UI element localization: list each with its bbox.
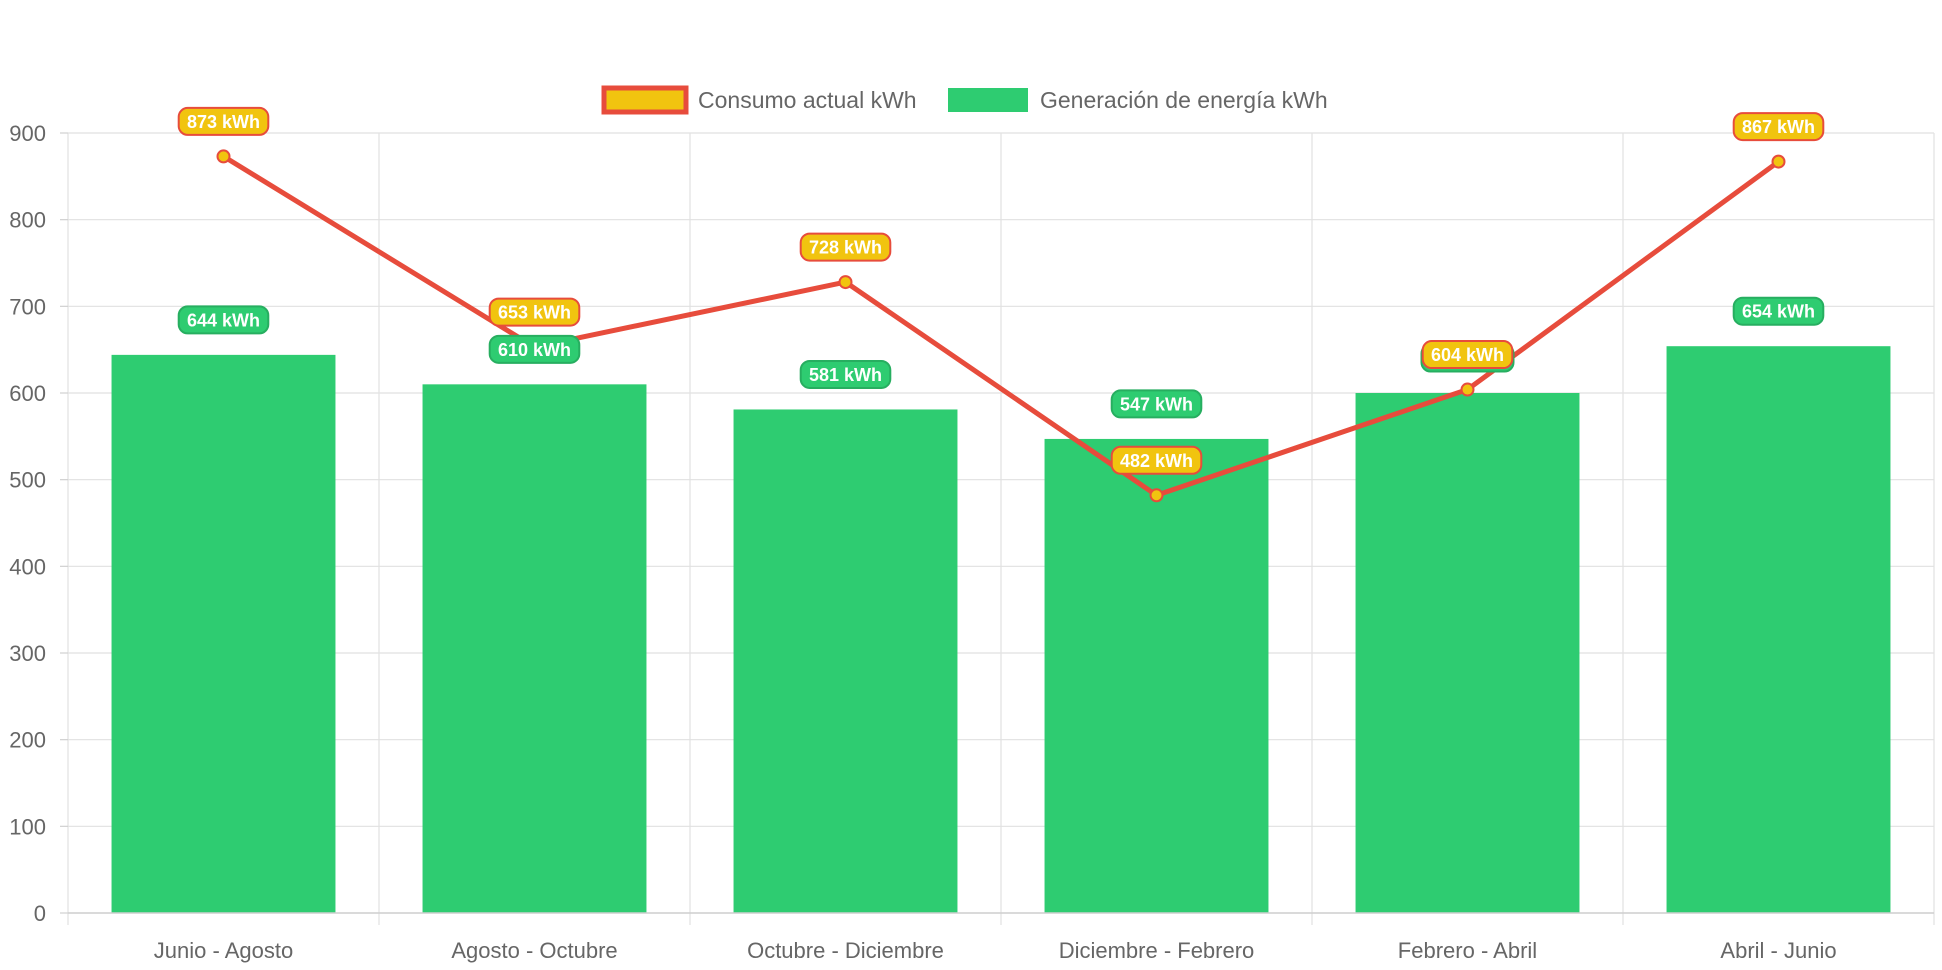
x-tick-label: Febrero - Abril bbox=[1398, 938, 1537, 963]
bar-generation bbox=[733, 409, 958, 913]
data-label-text: 604 kWh bbox=[1431, 345, 1504, 365]
data-label-box bbox=[488, 334, 581, 364]
y-tick-label: 400 bbox=[9, 554, 46, 579]
legend-swatch-generation bbox=[948, 88, 1028, 112]
data-label-text: 644 kWh bbox=[187, 310, 260, 330]
data-label-consumption: 867 kWh bbox=[1732, 112, 1825, 142]
bar-generation bbox=[1666, 346, 1891, 913]
y-tick-label: 200 bbox=[9, 728, 46, 753]
data-label-text: 482 kWh bbox=[1120, 451, 1193, 471]
consumption-point bbox=[1460, 382, 1475, 397]
data-label-text: 867 kWh bbox=[1742, 117, 1815, 137]
consumption-point bbox=[1149, 488, 1164, 503]
data-label-text: 581 kWh bbox=[809, 365, 882, 385]
legend: Consumo actual kWh Generación de energía … bbox=[601, 85, 1328, 115]
data-label-box bbox=[1110, 445, 1203, 475]
bar-generation bbox=[1044, 438, 1269, 913]
data-label-text: 547 kWh bbox=[1120, 394, 1193, 414]
legend-swatch-consumption bbox=[601, 85, 689, 115]
y-tick-label: 800 bbox=[9, 208, 46, 233]
y-tick-label: 0 bbox=[34, 901, 46, 926]
consumption-point bbox=[1771, 154, 1786, 169]
y-tick-label: 700 bbox=[9, 294, 46, 319]
y-tick-label: 900 bbox=[9, 121, 46, 146]
data-label-text: 873 kWh bbox=[187, 112, 260, 132]
data-label-box bbox=[799, 359, 892, 389]
data-label-box bbox=[488, 297, 581, 327]
data-label-text: 610 kWh bbox=[498, 340, 571, 360]
y-tick-label: 100 bbox=[9, 814, 46, 839]
x-tick-label: Octubre - Diciembre bbox=[747, 938, 944, 963]
data-label-text: 654 kWh bbox=[1742, 302, 1815, 322]
data-labels: 644 kWh 610 kWh 581 kWh 547 kWh 654 kWh 873 k… bbox=[177, 106, 1825, 475]
data-label-generation: 644 kWh bbox=[177, 305, 270, 335]
x-tick-label: Agosto - Octubre bbox=[451, 938, 617, 963]
data-label-box bbox=[1421, 340, 1514, 370]
data-label-generation: 610 kWh bbox=[488, 334, 581, 364]
data-label-box bbox=[1732, 112, 1825, 142]
bar-generation bbox=[422, 384, 647, 913]
data-label-text: 653 kWh bbox=[498, 303, 571, 323]
data-label-box bbox=[177, 305, 270, 335]
data-label-consumption: 873 kWh bbox=[177, 106, 270, 136]
data-label-consumption: 482 kWh bbox=[1110, 445, 1203, 475]
data-label-consumption: 653 kWh bbox=[488, 297, 581, 327]
data-label-generation: 547 kWh bbox=[1110, 389, 1203, 419]
y-axis: 0 100 200 300 400 500 600 700 800 900 bbox=[9, 121, 68, 926]
consumption-line-path bbox=[222, 154, 1780, 498]
data-label-consumption: 604 kWh bbox=[1421, 340, 1514, 370]
consumption-point bbox=[838, 275, 853, 290]
data-label-consumption: 728 kWh bbox=[799, 232, 892, 262]
y-tick-label: 500 bbox=[9, 468, 46, 493]
legend-label-generation: Generación de energía kWh bbox=[1040, 87, 1328, 113]
data-label-box bbox=[1732, 296, 1825, 326]
y-tick-label: 300 bbox=[9, 641, 46, 666]
data-label-box bbox=[799, 232, 892, 262]
grid bbox=[67, 132, 1935, 925]
x-axis: Junio - Agosto Agosto - Octubre Octubre - … bbox=[68, 912, 1934, 963]
bar-generation bbox=[111, 354, 336, 913]
data-label-text: 728 kWh bbox=[809, 238, 882, 258]
data-label-generation: 581 kWh bbox=[799, 359, 892, 389]
legend-label-consumption: Consumo actual kWh bbox=[698, 87, 917, 113]
data-label-box bbox=[177, 106, 270, 136]
x-tick-label: Abril - Junio bbox=[1720, 938, 1836, 963]
consumption-point bbox=[216, 149, 231, 164]
data-label-box bbox=[1110, 389, 1203, 419]
x-tick-label: Diciembre - Febrero bbox=[1059, 938, 1255, 963]
bar-generation bbox=[1355, 393, 1580, 913]
x-tick-label: Junio - Agosto bbox=[154, 938, 293, 963]
y-tick-label: 600 bbox=[9, 381, 46, 406]
bars bbox=[111, 346, 1891, 913]
data-label-generation: 654 kWh bbox=[1732, 296, 1825, 326]
